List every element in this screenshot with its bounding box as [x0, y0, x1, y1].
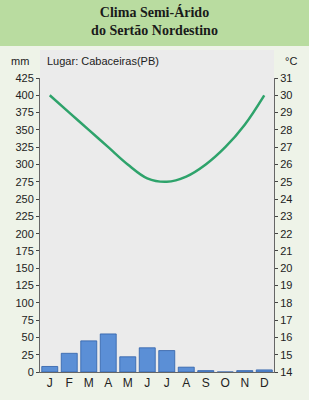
svg-text:O: O: [221, 376, 230, 390]
svg-text:D: D: [260, 376, 269, 390]
svg-text:0: 0: [28, 366, 34, 378]
svg-text:400: 400: [15, 89, 33, 101]
svg-text:25: 25: [280, 176, 292, 188]
svg-text:S: S: [202, 376, 210, 390]
svg-text:300: 300: [15, 158, 33, 170]
svg-text:250: 250: [15, 193, 33, 205]
svg-text:225: 225: [15, 210, 33, 222]
svg-text:50: 50: [22, 331, 34, 343]
svg-text:425: 425: [15, 72, 33, 84]
svg-text:N: N: [240, 376, 249, 390]
svg-text:19: 19: [280, 279, 292, 291]
svg-text:125: 125: [15, 279, 33, 291]
svg-text:15: 15: [280, 349, 292, 361]
svg-text:Lugar: Cabaceiras(PB): Lugar: Cabaceiras(PB): [47, 55, 159, 67]
svg-text:14: 14: [280, 366, 292, 378]
svg-text:18: 18: [280, 297, 292, 309]
svg-text:275: 275: [15, 176, 33, 188]
svg-text:27: 27: [280, 141, 292, 153]
svg-text:20: 20: [280, 262, 292, 274]
svg-text:A: A: [182, 376, 190, 390]
svg-text:J: J: [144, 376, 150, 390]
svg-text:21: 21: [280, 245, 292, 257]
svg-text:200: 200: [15, 228, 33, 240]
svg-text:31: 31: [280, 72, 292, 84]
svg-text:25: 25: [22, 349, 34, 361]
svg-text:J: J: [164, 376, 170, 390]
svg-text:26: 26: [280, 158, 292, 170]
svg-text:M: M: [123, 376, 133, 390]
svg-text:A: A: [104, 376, 112, 390]
svg-text:°C: °C: [285, 55, 297, 67]
svg-text:350: 350: [15, 124, 33, 136]
svg-text:28: 28: [280, 124, 292, 136]
svg-text:mm: mm: [11, 55, 29, 67]
svg-text:23: 23: [280, 210, 292, 222]
svg-text:30: 30: [280, 89, 292, 101]
svg-text:Clima Semi-Áridodo Sertão Nord: Clima Semi-Áridodo Sertão Nordestino: [91, 4, 218, 38]
svg-text:F: F: [66, 376, 73, 390]
svg-text:M: M: [84, 376, 94, 390]
svg-text:75: 75: [22, 314, 34, 326]
svg-text:29: 29: [280, 106, 292, 118]
svg-text:24: 24: [280, 193, 292, 205]
svg-text:325: 325: [15, 141, 33, 153]
svg-text:100: 100: [15, 297, 33, 309]
svg-text:175: 175: [15, 245, 33, 257]
svg-text:375: 375: [15, 106, 33, 118]
svg-text:150: 150: [15, 262, 33, 274]
svg-text:16: 16: [280, 331, 292, 343]
svg-text:22: 22: [280, 228, 292, 240]
svg-text:J: J: [47, 376, 53, 390]
svg-text:17: 17: [280, 314, 292, 326]
